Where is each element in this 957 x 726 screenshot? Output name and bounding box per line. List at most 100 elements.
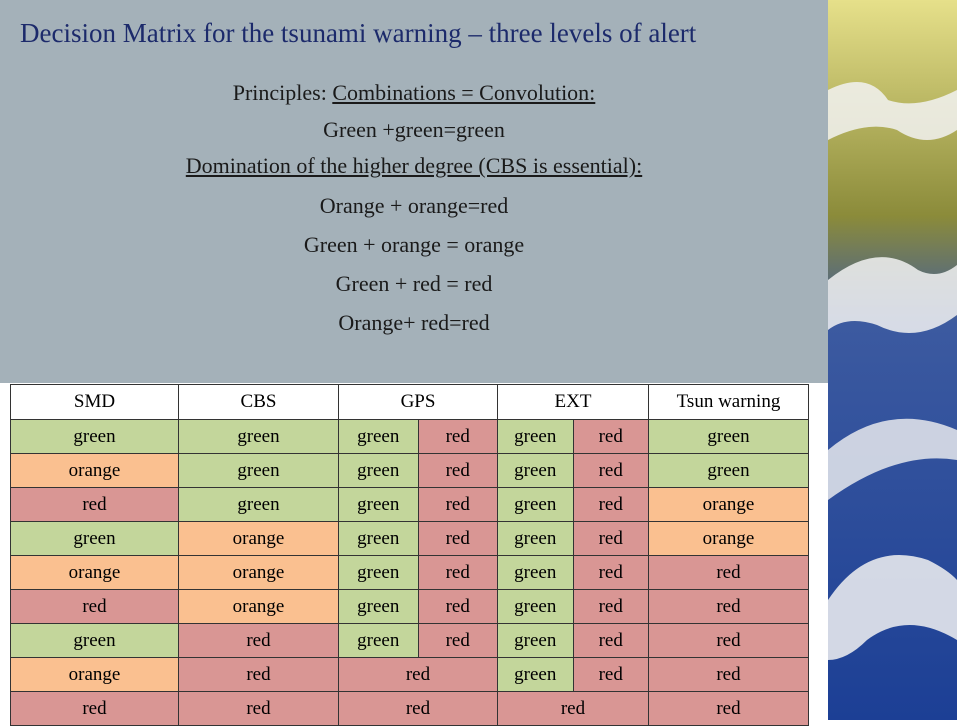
cell: green [498, 556, 574, 589]
cell: red [649, 658, 809, 692]
cell: red [179, 692, 339, 726]
cell: red [574, 420, 649, 453]
cell: green [339, 454, 419, 487]
split: greenred [339, 624, 497, 657]
cell: green [498, 488, 574, 521]
cell: red [419, 522, 498, 555]
rule: Green + orange = orange [0, 232, 828, 258]
cell: green [339, 488, 419, 521]
cell: red [649, 556, 809, 590]
wave-decoration [828, 0, 957, 720]
rule: Green + red = red [0, 271, 828, 297]
cell: green [498, 522, 574, 555]
slide: Decision Matrix for the tsunami warning … [0, 0, 957, 720]
cell: red [11, 590, 179, 624]
cell: green [179, 488, 339, 522]
cell: red [649, 692, 809, 726]
cell: red [649, 624, 809, 658]
principle-label: Principles: [233, 80, 327, 105]
split: greenred [339, 556, 497, 589]
cell: orange [11, 556, 179, 590]
cell: green [11, 624, 179, 658]
cell: orange [179, 590, 339, 624]
cell: orange [179, 556, 339, 590]
cell: red [419, 488, 498, 521]
cell: green [11, 420, 179, 454]
cell: green [498, 658, 574, 691]
cell: red [419, 454, 498, 487]
cell: red [419, 556, 498, 589]
split-cell: greenred [498, 420, 649, 454]
header-cell: Tsun warning [649, 385, 809, 420]
rule: Green +green=green [0, 117, 828, 143]
cell: red [11, 488, 179, 522]
cell: orange [649, 488, 809, 522]
cell: green [498, 454, 574, 487]
cell: red [419, 420, 498, 453]
cell: green [498, 590, 574, 623]
cell: red [498, 692, 649, 726]
cell: red [574, 488, 649, 521]
cell: green [649, 454, 809, 488]
principle-line: Principles: Combinations = Convolution: [0, 80, 828, 106]
cell: green [11, 522, 179, 556]
table-row: orangegreengreenredgreenredgreen [11, 454, 809, 488]
principle: Combinations = Convolution: [332, 80, 595, 105]
cell: green [179, 420, 339, 454]
cell: orange [11, 658, 179, 692]
cell: green [339, 420, 419, 453]
cell: green [339, 522, 419, 555]
title: Decision Matrix for the tsunami warning … [20, 18, 696, 49]
cell: red [574, 454, 649, 487]
header-cell: GPS [339, 385, 498, 420]
cell: red [419, 590, 498, 623]
rule: Orange+ red=red [0, 310, 828, 336]
cell: red [419, 624, 498, 657]
header-cell: SMD [11, 385, 179, 420]
cell: red [339, 692, 498, 726]
principle: Domination of the higher degree (CBS is … [186, 153, 642, 178]
cell: orange [649, 522, 809, 556]
cell: red [11, 692, 179, 726]
header-cell: EXT [498, 385, 649, 420]
cell: green [339, 590, 419, 623]
cell: red [574, 590, 649, 623]
rule: Orange + orange=red [0, 193, 828, 219]
cell: orange [179, 522, 339, 556]
cell: red [339, 658, 498, 692]
header-cell: CBS [179, 385, 339, 420]
cell: green [498, 624, 574, 657]
